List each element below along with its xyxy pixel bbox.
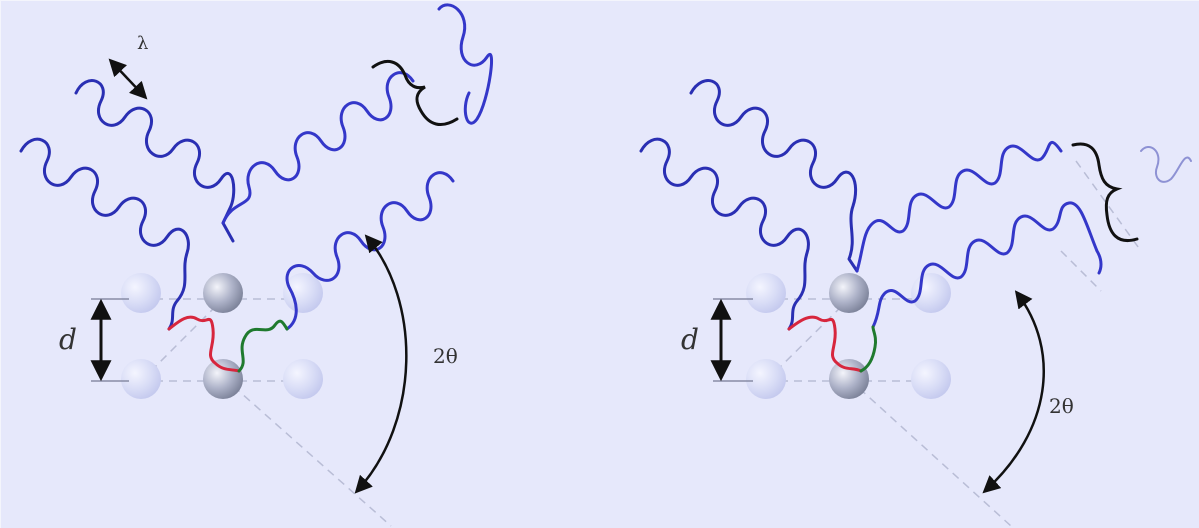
panel-left: d λ 2θ [19, 3, 493, 527]
atom [911, 273, 951, 313]
atom [283, 359, 323, 399]
angle-label: 2θ [1049, 394, 1074, 418]
wave-outgoing-lower [871, 201, 1103, 329]
atom [121, 359, 161, 399]
angle-arc [982, 290, 1045, 494]
path-difference-right [787, 315, 878, 373]
spacing-label: d [59, 323, 77, 356]
wave-incoming-lower [639, 137, 810, 331]
guide-lines-left [140, 298, 392, 527]
path-red [167, 315, 241, 373]
atom [911, 359, 951, 399]
atom [283, 273, 323, 313]
wave-outgoing-upper [221, 71, 415, 225]
atom-scatterer [203, 359, 243, 399]
wavelength-label: λ [137, 33, 148, 54]
phase-brace [371, 59, 459, 127]
wave-incoming-lower [19, 137, 190, 331]
outgoing-waves-left [221, 3, 493, 331]
wave-tail [437, 3, 493, 125]
incoming-waves-right [639, 79, 859, 331]
wave-incoming-upper [689, 79, 859, 273]
outgoing-waves-right [855, 141, 1192, 329]
angle-arc [354, 234, 408, 494]
atom [746, 273, 786, 313]
spacing-indicator-right [710, 298, 753, 382]
atom [746, 359, 786, 399]
phase-brace [1071, 142, 1139, 242]
wavelength-arrow [108, 58, 148, 100]
path-red [787, 315, 863, 373]
wave-incoming-upper [74, 79, 236, 243]
path-green [237, 319, 289, 373]
spacing-label: d [681, 323, 699, 356]
path-difference-left [167, 315, 289, 373]
atom-scatterer [829, 359, 869, 399]
incoming-waves-left [19, 79, 236, 331]
lattice-atoms-right [746, 273, 951, 399]
atom-scatterer [829, 273, 869, 313]
guide-lines-right [765, 160, 1142, 527]
atom-scatterer [203, 273, 243, 313]
angle-label: 2θ [433, 344, 458, 368]
atom [121, 273, 161, 313]
path-green [859, 325, 878, 373]
panel-right: d 2θ [639, 79, 1192, 527]
wave-tail [1140, 146, 1192, 183]
spacing-indicator-left [90, 298, 129, 382]
lattice-atoms-left [121, 273, 323, 399]
wave-outgoing-upper [855, 141, 1063, 273]
